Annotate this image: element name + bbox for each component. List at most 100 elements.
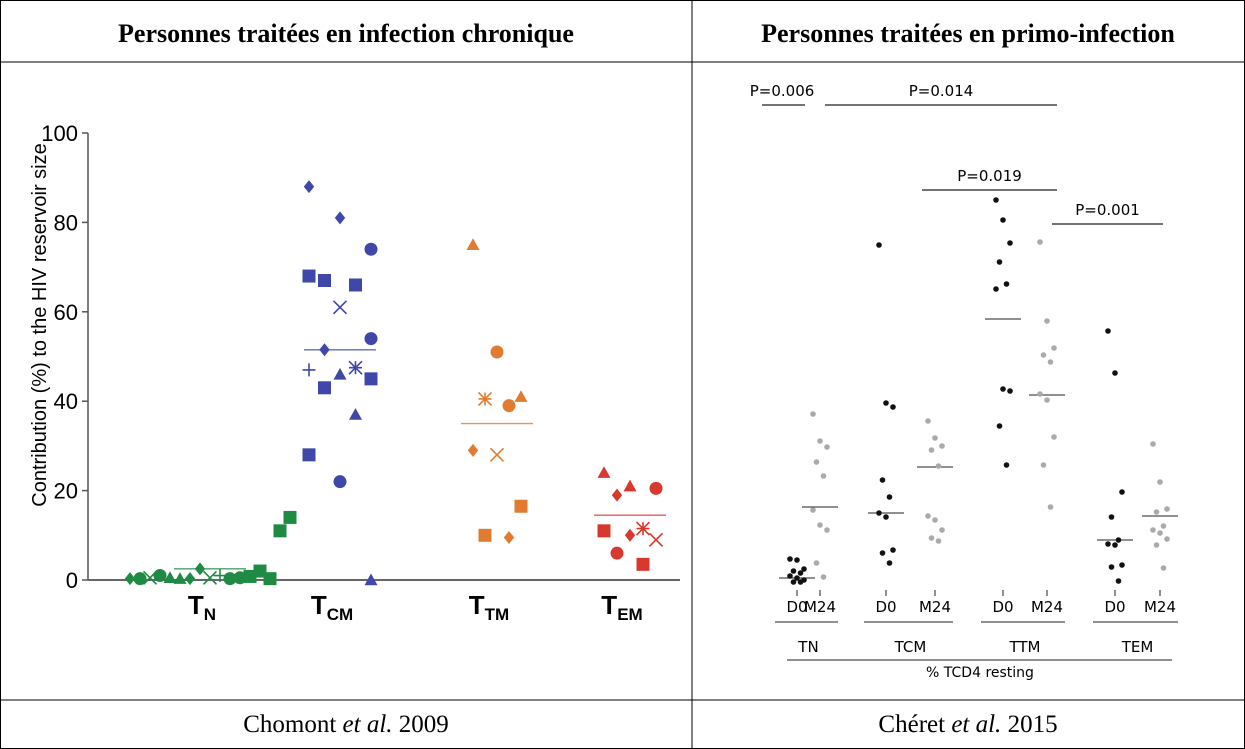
header: Personnes traitées en infection chroniqu… bbox=[118, 19, 574, 48]
dot bbox=[1003, 281, 1010, 287]
x-tick-label: M24 bbox=[1144, 598, 1176, 616]
dot bbox=[1160, 565, 1167, 571]
marker bbox=[233, 571, 247, 585]
dot bbox=[939, 527, 945, 533]
marker bbox=[263, 572, 277, 586]
marker bbox=[649, 481, 663, 495]
dot bbox=[820, 473, 827, 479]
marker bbox=[624, 528, 636, 542]
marker bbox=[611, 488, 623, 502]
x-tick-label: D0 bbox=[1104, 598, 1125, 616]
dot bbox=[813, 560, 820, 566]
x-tick-label: D0 bbox=[875, 598, 896, 616]
marker bbox=[334, 211, 346, 225]
dot bbox=[996, 259, 1003, 265]
dot bbox=[928, 535, 935, 541]
x-tick-letter: T bbox=[469, 590, 485, 620]
dot bbox=[1150, 527, 1156, 533]
x-tick-label: D0 bbox=[992, 598, 1013, 616]
marker bbox=[597, 524, 611, 538]
x-tick-label: M24 bbox=[919, 598, 951, 616]
x-tick-subscript: N bbox=[204, 605, 216, 624]
dot bbox=[876, 242, 882, 248]
dot bbox=[1119, 489, 1125, 495]
dot bbox=[935, 463, 942, 469]
marker bbox=[163, 571, 177, 583]
marker bbox=[124, 572, 136, 586]
p-value: P=0.019 bbox=[957, 167, 1022, 185]
dot bbox=[932, 517, 938, 523]
dot bbox=[1108, 514, 1115, 520]
x-tick-subscript: TM bbox=[485, 605, 510, 624]
caption: Chéret et al. 2015 bbox=[878, 711, 1057, 738]
dot bbox=[1051, 345, 1057, 351]
marker bbox=[349, 408, 362, 420]
marker bbox=[173, 572, 187, 584]
caption-year: 2009 bbox=[399, 711, 449, 738]
dot bbox=[1153, 509, 1160, 515]
dot bbox=[876, 510, 882, 516]
y-tick-label: 0 bbox=[66, 568, 78, 593]
dot bbox=[1051, 434, 1057, 440]
dot bbox=[1157, 479, 1163, 485]
marker bbox=[490, 345, 504, 359]
marker bbox=[466, 238, 480, 250]
dot bbox=[1040, 462, 1047, 468]
marker bbox=[348, 360, 363, 375]
dot bbox=[925, 418, 931, 424]
marker bbox=[318, 381, 331, 395]
dot bbox=[790, 568, 797, 574]
marker bbox=[364, 372, 378, 386]
marker bbox=[467, 443, 479, 457]
p-value: P=0.014 bbox=[909, 82, 974, 100]
dot bbox=[1037, 239, 1043, 245]
dot bbox=[794, 575, 800, 581]
header: Personnes traitées en primo-infection bbox=[761, 19, 1175, 48]
dot bbox=[996, 423, 1003, 429]
caption-authors: Chomont bbox=[243, 711, 336, 738]
group-label: TTM bbox=[1008, 638, 1040, 656]
dot bbox=[935, 538, 942, 544]
marker bbox=[635, 521, 651, 536]
dot bbox=[883, 514, 889, 520]
dot bbox=[1007, 388, 1013, 394]
dot bbox=[1108, 564, 1115, 570]
group-label: TEM bbox=[1121, 638, 1154, 656]
caption-etal: et al. bbox=[951, 711, 1001, 738]
dot bbox=[813, 459, 820, 465]
dot bbox=[1153, 542, 1160, 548]
dot bbox=[993, 197, 999, 203]
caption-etal: et al. bbox=[343, 711, 393, 738]
marker bbox=[333, 367, 347, 380]
marker bbox=[478, 528, 492, 542]
dot bbox=[787, 556, 793, 562]
dot bbox=[1150, 441, 1156, 447]
dot bbox=[1044, 397, 1050, 403]
dot bbox=[1115, 537, 1122, 543]
marker bbox=[302, 448, 316, 462]
p-value: P=0.006 bbox=[750, 82, 815, 100]
y-tick-label: 100 bbox=[41, 121, 78, 146]
marker bbox=[623, 479, 637, 492]
dot bbox=[886, 560, 893, 566]
marker bbox=[253, 564, 267, 578]
dot bbox=[1000, 386, 1006, 392]
x-tick-subscript: CM bbox=[327, 605, 353, 624]
dot bbox=[794, 557, 800, 563]
caption: Chomont et al. 2009 bbox=[243, 711, 449, 738]
dot bbox=[932, 435, 938, 441]
marker bbox=[489, 447, 505, 462]
dot bbox=[1164, 506, 1170, 512]
dot bbox=[817, 438, 823, 444]
marker bbox=[273, 524, 287, 538]
dot bbox=[890, 404, 896, 410]
group-label: TN bbox=[797, 638, 818, 656]
marker bbox=[319, 343, 330, 357]
dot bbox=[810, 507, 816, 513]
dot bbox=[939, 443, 945, 449]
dot bbox=[817, 522, 823, 528]
marker bbox=[502, 399, 516, 413]
